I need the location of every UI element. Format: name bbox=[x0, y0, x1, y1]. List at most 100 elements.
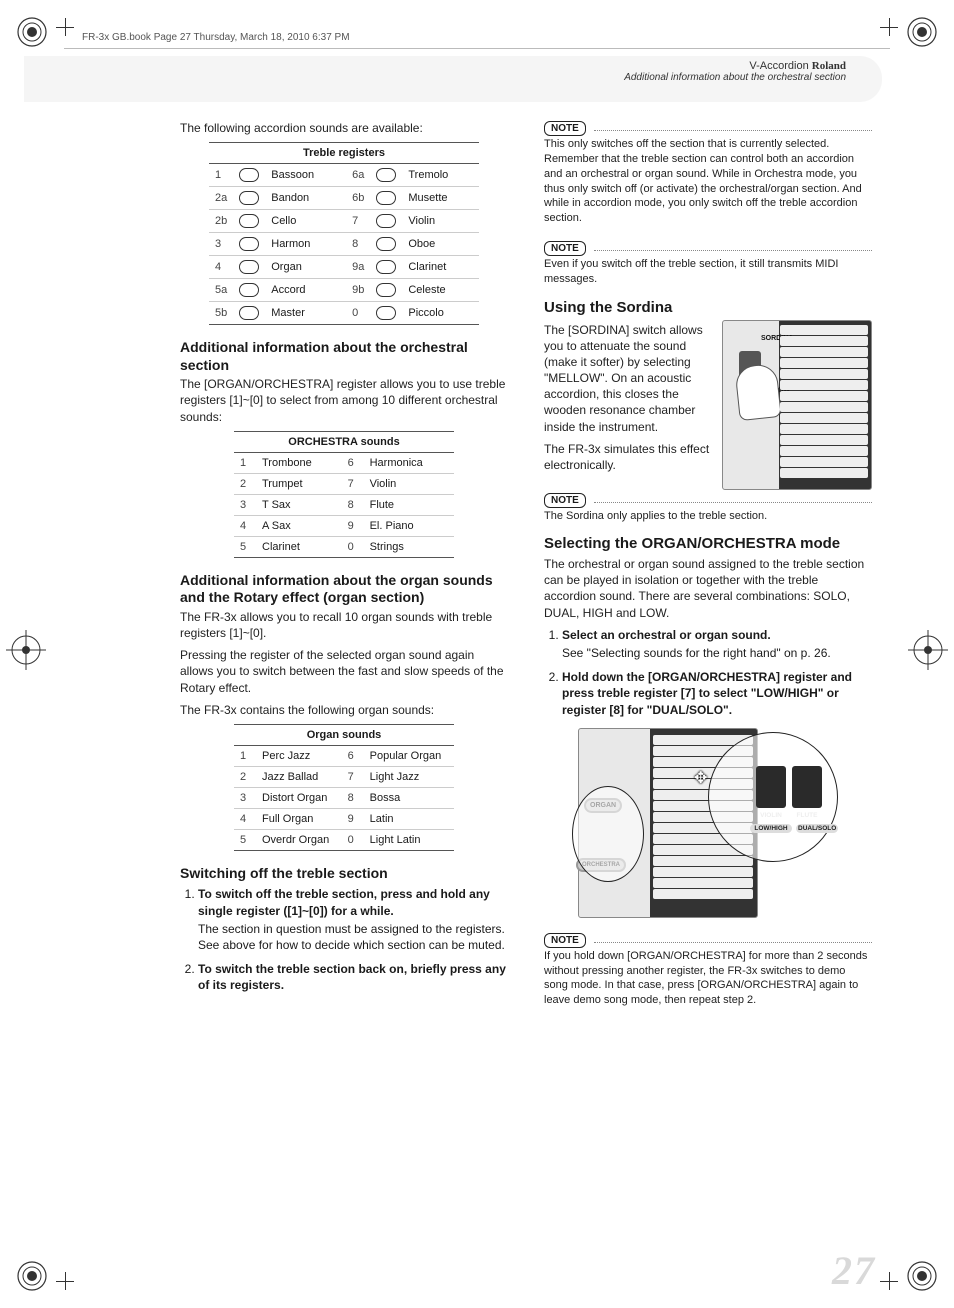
switch-off-steps: To switch off the treble section, press … bbox=[180, 886, 508, 993]
note-4: If you hold down [ORGAN/ORCHESTRA] for m… bbox=[544, 949, 872, 1008]
sound-name: El. Piano bbox=[364, 515, 454, 536]
organ-p2: Pressing the register of the selected or… bbox=[180, 647, 508, 696]
reg-icon bbox=[370, 233, 402, 256]
brand-name: Roland bbox=[812, 60, 846, 72]
table-row: 2aBandon6bMusette bbox=[209, 187, 479, 210]
sound-name: Popular Organ bbox=[364, 745, 454, 766]
table-row: 2Trumpet7Violin bbox=[234, 473, 454, 494]
note-label: NOTE bbox=[544, 933, 586, 948]
sound-name: Overdr Organ bbox=[256, 829, 342, 850]
reg-name: Master bbox=[265, 302, 346, 325]
reg-number: 6a bbox=[346, 164, 370, 187]
orchestra-sounds-table: ORCHESTRA sounds 1Trombone6Harmonica2Tru… bbox=[234, 431, 454, 558]
reg-number: 4 bbox=[209, 256, 233, 279]
registration-mark-bl bbox=[14, 1258, 50, 1294]
reg-number: 9a bbox=[346, 256, 370, 279]
sound-name: Light Jazz bbox=[364, 766, 454, 787]
sound-number: 1 bbox=[234, 745, 256, 766]
reg-icon bbox=[233, 210, 265, 233]
reg-number: 2a bbox=[209, 187, 233, 210]
table-row: 1Perc Jazz6Popular Organ bbox=[234, 745, 454, 766]
sound-number: 9 bbox=[342, 515, 364, 536]
sound-name: Flute bbox=[364, 494, 454, 515]
sound-name: Light Latin bbox=[364, 829, 454, 850]
reg-name: Organ bbox=[265, 256, 346, 279]
orchestral-section-para: The [ORGAN/ORCHESTRA] register allows yo… bbox=[180, 376, 508, 425]
sound-number: 3 bbox=[234, 494, 256, 515]
step: Select an orchestral or organ sound. See… bbox=[562, 627, 872, 661]
page-number: 27 bbox=[832, 1247, 876, 1294]
orchestral-section-title: Additional information about the orchest… bbox=[180, 339, 508, 374]
sound-number: 6 bbox=[342, 745, 364, 766]
organ-circle bbox=[572, 786, 644, 882]
reg-number: 5b bbox=[209, 302, 233, 325]
sound-name: Trumpet bbox=[256, 473, 342, 494]
table-row: 3T Sax8Flute bbox=[234, 494, 454, 515]
reg-icon bbox=[233, 233, 265, 256]
table-row: 5bMaster0Piccolo bbox=[209, 302, 479, 325]
sound-name: Strings bbox=[364, 536, 454, 557]
reg-name: Cello bbox=[265, 210, 346, 233]
mode-p1: The orchestral or organ sound assigned t… bbox=[544, 556, 872, 621]
header-subtitle: Additional information about the orchest… bbox=[624, 72, 846, 83]
step: To switch the treble section back on, br… bbox=[198, 961, 508, 993]
reg-name: Musette bbox=[402, 187, 479, 210]
register-8-button bbox=[792, 766, 822, 808]
organ-p1: The FR-3x allows you to recall 10 organ … bbox=[180, 609, 508, 641]
sound-number: 4 bbox=[234, 515, 256, 536]
sound-name: Trombone bbox=[256, 452, 342, 473]
registration-mark-left bbox=[6, 630, 46, 670]
table-row: 4Full Organ9Latin bbox=[234, 808, 454, 829]
table-row: 3Distort Organ8Bossa bbox=[234, 787, 454, 808]
step: To switch off the treble section, press … bbox=[198, 886, 508, 953]
organ-sounds-table: Organ sounds 1Perc Jazz6Popular Organ2Ja… bbox=[234, 724, 454, 851]
sound-number: 3 bbox=[234, 787, 256, 808]
note-rule bbox=[594, 502, 872, 503]
cursor-icon: ✥ bbox=[694, 768, 712, 786]
reg-name: Harmon bbox=[265, 233, 346, 256]
note-1: This only switches off the section that … bbox=[544, 137, 872, 226]
mode-title: Selecting the ORGAN/ORCHESTRA mode bbox=[544, 535, 872, 554]
table-row: 5aAccord9bCeleste bbox=[209, 279, 479, 302]
header-brand: V-Accordion Roland bbox=[624, 60, 846, 72]
table-row: 4Organ9aClarinet bbox=[209, 256, 479, 279]
reg-number: 7 bbox=[346, 210, 370, 233]
table-row: 2bCello7Violin bbox=[209, 210, 479, 233]
sound-name: Violin bbox=[364, 473, 454, 494]
registration-mark-tl bbox=[14, 14, 50, 50]
reg-icon bbox=[233, 279, 265, 302]
reg-number: 9b bbox=[346, 279, 370, 302]
reg-icon bbox=[233, 302, 265, 325]
table-row: 4A Sax9El. Piano bbox=[234, 515, 454, 536]
reg-number: 1 bbox=[209, 164, 233, 187]
reg-name: Bassoon bbox=[265, 164, 346, 187]
note-rule bbox=[594, 250, 872, 251]
registration-mark-tr bbox=[904, 14, 940, 50]
intro-text: The following accordion sounds are avail… bbox=[180, 120, 508, 136]
note-3: The Sordina only applies to the treble s… bbox=[544, 509, 872, 524]
reg-icon bbox=[370, 279, 402, 302]
register-buttons bbox=[780, 325, 868, 485]
sound-name: Latin bbox=[364, 808, 454, 829]
reg-icon bbox=[370, 256, 402, 279]
reg-name: Accord bbox=[265, 279, 346, 302]
step-lead: To switch the treble section back on, br… bbox=[198, 962, 506, 992]
register-7-button bbox=[756, 766, 786, 808]
sound-number: 2 bbox=[234, 766, 256, 787]
reg-icon bbox=[233, 164, 265, 187]
left-column: The following accordion sounds are avail… bbox=[82, 118, 508, 1020]
sound-number: 7 bbox=[342, 766, 364, 787]
reg-icon bbox=[370, 302, 402, 325]
reg-name: Celeste bbox=[402, 279, 479, 302]
reg-icon bbox=[233, 256, 265, 279]
registration-mark-right bbox=[908, 630, 948, 670]
step-lead: Hold down the [ORGAN/ORCHESTRA] register… bbox=[562, 670, 852, 716]
sound-name: Clarinet bbox=[256, 536, 342, 557]
reg-icon bbox=[233, 187, 265, 210]
page: V-Accordion Roland Additional informatio… bbox=[60, 0, 894, 1308]
registration-mark-br bbox=[904, 1258, 940, 1294]
brand-prefix: V-Accordion bbox=[749, 60, 811, 72]
sound-name: T Sax bbox=[256, 494, 342, 515]
sound-name: Harmonica bbox=[364, 452, 454, 473]
reg-number: 0 bbox=[346, 302, 370, 325]
